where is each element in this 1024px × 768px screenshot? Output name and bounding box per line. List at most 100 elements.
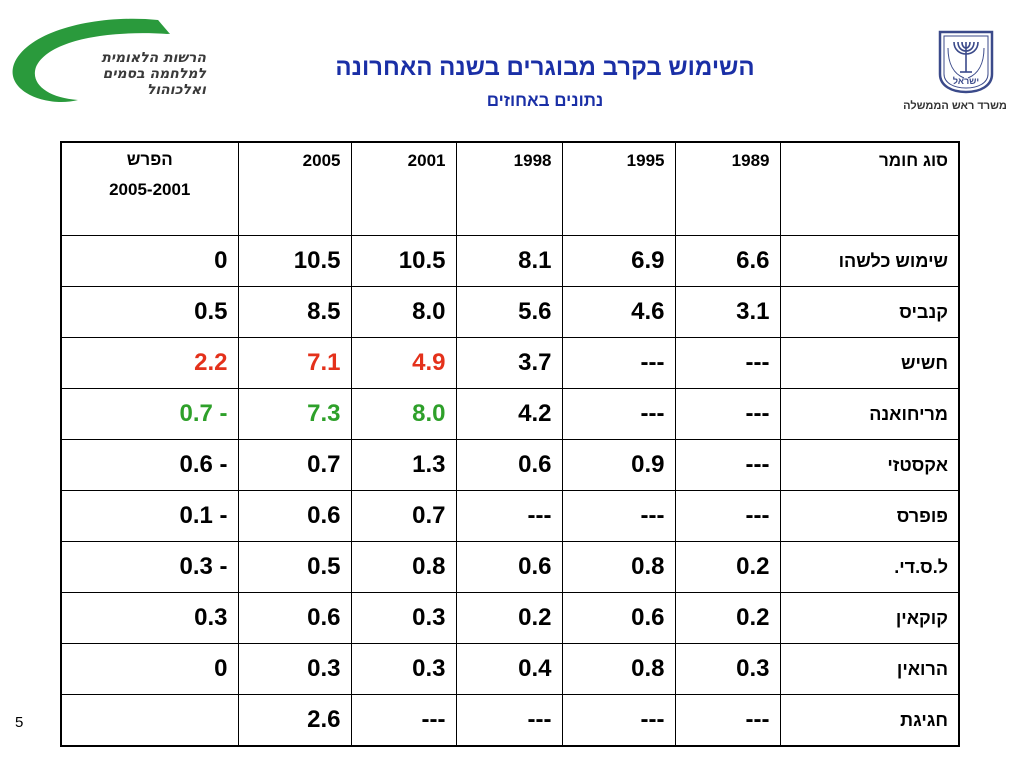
cell-1989: 0.2	[674, 592, 781, 644]
cell-substance: שימוש כלשהו	[779, 235, 960, 287]
slide-title: השימוש בקרב מבוגרים בשנה האחרונה	[335, 54, 755, 81]
cell-1998: 3.7	[455, 337, 563, 389]
header-2005: 2005	[237, 141, 352, 236]
cell-2001: 0.3	[350, 592, 457, 644]
cell-2005: 10.5	[237, 235, 352, 287]
cell-2005: 0.6	[237, 490, 352, 542]
table-row: 0.1 - 0.6 0.7 --- --- --- פופרס	[60, 490, 960, 542]
cell-1995: 0.8	[561, 643, 676, 695]
header-diff-label: הפרש	[126, 150, 173, 169]
cell-1989: ---	[674, 388, 781, 440]
cell-1995: 0.8	[561, 541, 676, 593]
table-header-row: הפרש 2005-2001 2005 2001 1998 1995 1989 …	[60, 141, 960, 236]
table-row: 0.5 8.5 8.0 5.6 4.6 3.1 קנביס	[60, 286, 960, 338]
cell-2005: 2.6	[237, 694, 352, 747]
swoosh-icon	[12, 18, 170, 103]
cell-1995: 0.6	[561, 592, 676, 644]
cell-1989: ---	[674, 337, 781, 389]
emblem-text: ישראל	[952, 76, 980, 86]
cell-1989: 6.6	[674, 235, 781, 287]
cell-2001: 0.8	[350, 541, 457, 593]
logo-line-3: ואלכוהול	[146, 82, 206, 98]
cell-substance: קנביס	[779, 286, 960, 338]
header-substance: סוג חומר	[779, 141, 960, 236]
cell-1998: ---	[455, 490, 563, 542]
table-row: 2.6 --- --- --- --- חגיגת	[60, 694, 960, 747]
cell-2001: 8.0	[350, 286, 457, 338]
cell-1989: ---	[674, 439, 781, 491]
cell-1995: 0.9	[561, 439, 676, 491]
cell-diff: 0	[60, 643, 239, 695]
cell-2001: 10.5	[350, 235, 457, 287]
cell-1995: ---	[561, 490, 676, 542]
cell-2005: 0.3	[237, 643, 352, 695]
cell-diff: 0.1 -	[60, 490, 239, 542]
cell-substance: מריחואנה	[779, 388, 960, 440]
header-diff: הפרש 2005-2001	[60, 141, 239, 236]
cell-1995: 6.9	[561, 235, 676, 287]
cell-1998: 4.2	[455, 388, 563, 440]
cell-diff: 2.2	[60, 337, 239, 389]
cell-2005: 0.5	[237, 541, 352, 593]
cell-substance: הרואין	[779, 643, 960, 695]
cell-1998: 8.1	[455, 235, 563, 287]
cell-2001: 8.0	[350, 388, 457, 440]
cell-2005: 7.3	[237, 388, 352, 440]
menorah-emblem-icon	[938, 30, 994, 94]
header-1998: 1998	[455, 141, 563, 236]
cell-substance: חגיגת	[779, 694, 960, 747]
cell-2001: 4.9	[350, 337, 457, 389]
ministry-caption: משרד ראש הממשלה	[903, 100, 1007, 112]
table-row: 0.7 - 7.3 8.0 4.2 --- --- מריחואנה	[60, 388, 960, 440]
cell-1989: 3.1	[674, 286, 781, 338]
state-emblem: ישראל משרד ראש הממשלה	[900, 28, 1020, 118]
header-2001: 2001	[350, 141, 457, 236]
cell-1998: ---	[455, 694, 563, 747]
cell-2001: 0.7	[350, 490, 457, 542]
header-1989: 1989	[674, 141, 781, 236]
cell-substance: פופרס	[779, 490, 960, 542]
cell-1998: 0.2	[455, 592, 563, 644]
cell-1998: 0.6	[455, 439, 563, 491]
cell-diff: 0	[60, 235, 239, 287]
cell-2005: 0.6	[237, 592, 352, 644]
cell-1998: 5.6	[455, 286, 563, 338]
table-row: 0 0.3 0.3 0.4 0.8 0.3 הרואין	[60, 643, 960, 695]
cell-1998: 0.4	[455, 643, 563, 695]
table-row: 0.3 - 0.5 0.8 0.6 0.8 0.2 ל.ס.די.	[60, 541, 960, 593]
cell-substance: קוקאין	[779, 592, 960, 644]
cell-diff: 0.7 -	[60, 388, 239, 440]
table-row: 0 10.5 10.5 8.1 6.9 6.6 שימוש כלשהו	[60, 235, 960, 287]
table-row: 2.2 7.1 4.9 3.7 --- --- חשיש	[60, 337, 960, 389]
cell-substance: אקסטזי	[779, 439, 960, 491]
cell-1989: 0.2	[674, 541, 781, 593]
cell-1995: ---	[561, 337, 676, 389]
cell-1995: ---	[561, 388, 676, 440]
cell-2001: ---	[350, 694, 457, 747]
cell-2005: 0.7	[237, 439, 352, 491]
cell-substance: חשיש	[779, 337, 960, 389]
cell-diff: 0.5	[60, 286, 239, 338]
usage-table: הפרש 2005-2001 2005 2001 1998 1995 1989 …	[60, 141, 960, 747]
cell-diff: 0.6 -	[60, 439, 239, 491]
logo-line-1: הרשות הלאומית	[101, 50, 206, 66]
slide-subtitle: נתונים באחוזים	[486, 91, 604, 110]
cell-substance: ל.ס.די.	[779, 541, 960, 593]
cell-2001: 1.3	[350, 439, 457, 491]
cell-diff: 0.3 -	[60, 541, 239, 593]
cell-1995: ---	[561, 694, 676, 747]
cell-diff	[60, 694, 239, 747]
cell-1989: 0.3	[674, 643, 781, 695]
cell-2005: 7.1	[237, 337, 352, 389]
page-number: 5	[15, 714, 24, 731]
cell-1998: 0.6	[455, 541, 563, 593]
cell-2001: 0.3	[350, 643, 457, 695]
table-row: 0.6 - 0.7 1.3 0.6 0.9 --- אקסטזי	[60, 439, 960, 491]
cell-2005: 8.5	[237, 286, 352, 338]
cell-1989: ---	[674, 490, 781, 542]
cell-diff: 0.3	[60, 592, 239, 644]
logo-line-2: למלחמה בסמים	[102, 66, 206, 82]
cell-1995: 4.6	[561, 286, 676, 338]
header-diff-range: 2005-2001	[109, 180, 191, 199]
header-1995: 1995	[561, 141, 676, 236]
